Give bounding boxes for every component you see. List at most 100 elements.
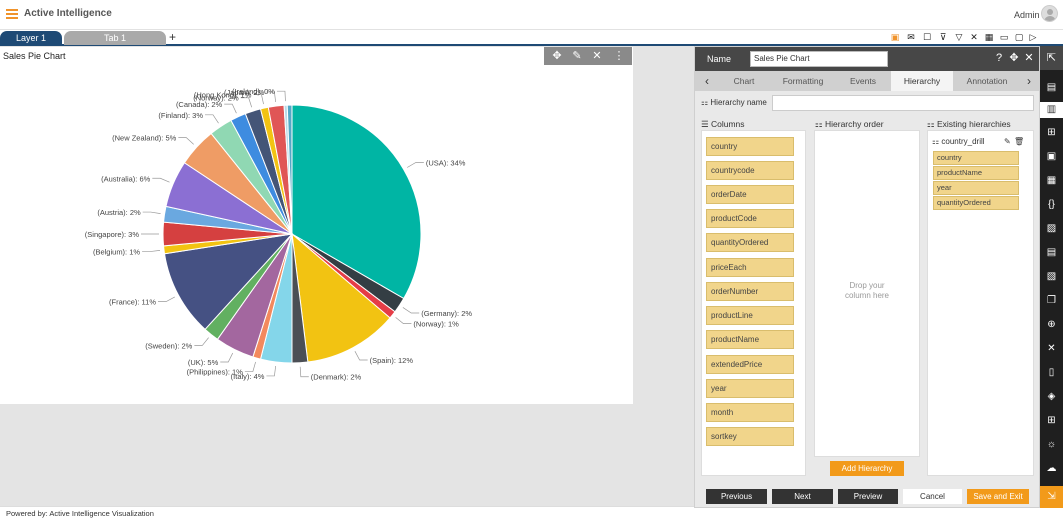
tab-layer-1[interactable]: Layer 1 xyxy=(0,31,62,45)
pie-label-connector xyxy=(299,366,309,378)
hierarchy-name-input[interactable] xyxy=(772,95,1034,111)
name-input[interactable]: Sales Pie Chart xyxy=(750,51,888,67)
pie-slice-label: (Spain): 12% xyxy=(370,356,414,365)
edit-hierarchy-icon[interactable]: ✎ xyxy=(1004,137,1011,146)
add-tab-button[interactable]: + xyxy=(169,30,177,44)
present-icon[interactable]: ▭ xyxy=(999,32,1009,42)
file-icon[interactable]: ▯ xyxy=(1048,367,1055,378)
tab-events[interactable]: Events xyxy=(850,76,876,86)
column-item[interactable]: orderNumber xyxy=(706,282,794,301)
pie-label-connector xyxy=(158,296,175,303)
move-icon[interactable]: ✥ xyxy=(552,50,562,62)
report-icon[interactable]: ▣ xyxy=(1046,151,1057,162)
network-icon[interactable]: ⊕ xyxy=(1047,319,1056,330)
filter-icon[interactable]: ▽ xyxy=(955,32,963,42)
play-icon[interactable]: ▷ xyxy=(1029,32,1037,42)
screen-icon[interactable]: ▢ xyxy=(1014,32,1024,42)
existing-hierarchy-item: quantityOrdered xyxy=(933,196,1019,210)
cancel-button[interactable]: Cancel xyxy=(903,489,962,504)
pie-slice-label: (France): 11% xyxy=(109,298,156,307)
layers-icon[interactable]: ◈ xyxy=(1047,391,1056,402)
tab-chart[interactable]: Chart xyxy=(733,76,755,86)
tab-hierarchy[interactable]: Hierarchy xyxy=(891,71,953,91)
pie-chart: (USA): 34% (Germany): 2% (Norway): 1% (Spai… xyxy=(85,87,473,382)
table-icon[interactable]: ▤ xyxy=(1046,247,1057,258)
chart-panel: (USA): 34% (Germany): 2% (Norway): 1% (Spai… xyxy=(0,47,633,404)
column-item[interactable]: countrycode xyxy=(706,161,794,180)
hierarchy-icon: ⚏ xyxy=(701,98,711,107)
pie-label-connector xyxy=(253,93,264,105)
formula-icon[interactable]: ✕ xyxy=(1047,343,1056,354)
tab-tab-1[interactable]: Tab 1 xyxy=(64,31,166,45)
column-item[interactable]: productLine xyxy=(706,306,794,325)
column-item[interactable]: productCode xyxy=(706,209,794,228)
pie-slice[interactable] xyxy=(163,233,294,331)
pie-slice-label: (USA): 34% xyxy=(426,159,466,168)
editor-header: Name Sales Pie Chart ? ✥ ✕ xyxy=(695,47,1039,71)
column-item[interactable]: extendedPrice xyxy=(706,355,794,374)
pie-slice-label: (Denmark): 2% xyxy=(311,373,362,382)
user-name[interactable]: Admin xyxy=(1014,10,1040,20)
pie-label-connector xyxy=(402,307,420,314)
hierarchy-order-dropzone[interactable]: Drop your column here xyxy=(814,130,920,457)
comment-icon[interactable]: ☐ xyxy=(922,32,932,42)
tree-icon: ⚏ xyxy=(815,119,825,129)
tab-annotation[interactable]: Annotation xyxy=(966,76,1008,86)
preview-button[interactable]: Preview xyxy=(838,489,898,504)
widgets-icon[interactable]: ⊞ xyxy=(1047,415,1056,426)
copy-icon[interactable]: ❐ xyxy=(1047,295,1056,306)
hierarchy-name-label: ⚏ Hierarchy name xyxy=(701,98,767,107)
delete-icon[interactable]: 🗑 xyxy=(1014,137,1025,146)
help-icon[interactable]: ? xyxy=(995,52,1003,64)
mail-icon[interactable]: ✉ xyxy=(907,32,915,42)
settings-icon[interactable]: ✕ xyxy=(592,50,602,62)
chart-icon[interactable]: ▥ xyxy=(1040,102,1063,118)
menu-icon[interactable] xyxy=(6,9,18,19)
code-icon[interactable]: {} xyxy=(1048,199,1055,210)
clear-filter-icon[interactable]: ⊽ xyxy=(939,32,947,42)
editor-tabs: ‹ Chart Formatting Events Hierarchy Anno… xyxy=(695,71,1039,91)
tools-icon[interactable]: ✕ xyxy=(970,32,978,42)
next-button[interactable]: Next xyxy=(772,489,833,504)
upload-icon[interactable]: ☁ xyxy=(1046,463,1057,474)
document-icon[interactable]: ▦ xyxy=(1046,175,1057,186)
column-item[interactable]: orderDate xyxy=(706,185,794,204)
pie-slice[interactable] xyxy=(291,104,422,300)
pie-slice-label: (New Zealand): 5% xyxy=(112,134,177,143)
save-icon[interactable]: ▣ xyxy=(890,32,900,42)
edit-icon[interactable]: ✎ xyxy=(572,50,582,62)
column-item[interactable]: priceEach xyxy=(706,258,794,277)
column-item[interactable]: country xyxy=(706,137,794,156)
dashboard-icon[interactable]: ▤ xyxy=(1046,82,1057,93)
app-title: Active Intelligence xyxy=(24,8,112,19)
tabs-right-arrow[interactable]: › xyxy=(1027,74,1031,88)
grid-icon[interactable]: ▦ xyxy=(984,32,994,42)
close-icon[interactable]: ✕ xyxy=(1024,52,1034,64)
pie-slice[interactable] xyxy=(291,232,391,363)
line-chart-icon[interactable]: ▧ xyxy=(1046,271,1057,282)
column-item[interactable]: quantityOrdered xyxy=(706,233,794,252)
column-item[interactable]: sortkey xyxy=(706,427,794,446)
pie-label-connector xyxy=(240,97,253,108)
tabs-left-arrow[interactable]: ‹ xyxy=(705,74,709,88)
move-panel-icon[interactable]: ✥ xyxy=(1009,52,1019,64)
add-hierarchy-button[interactable]: Add Hierarchy xyxy=(830,461,904,476)
pin-icon[interactable]: ⇱ xyxy=(1040,46,1063,70)
tab-formatting[interactable]: Formatting xyxy=(782,76,824,86)
column-item[interactable]: month xyxy=(706,403,794,422)
pie-slice-label: (Canada): 2% xyxy=(176,100,223,109)
column-item[interactable]: year xyxy=(706,379,794,398)
existing-hierarchy-item: country xyxy=(933,151,1019,165)
previous-button[interactable]: Previous xyxy=(706,489,767,504)
avatar[interactable] xyxy=(1041,5,1058,22)
image-icon[interactable]: ▨ xyxy=(1046,223,1057,234)
save-and-exit-button[interactable]: Save and Exit xyxy=(967,489,1029,504)
pie-slice-label: (Norway): 1% xyxy=(413,320,459,329)
column-item[interactable]: productName xyxy=(706,330,794,349)
pie-slice[interactable] xyxy=(286,104,293,235)
pie-label-connector xyxy=(266,91,277,103)
collapse-icon[interactable]: ⇲ xyxy=(1040,486,1063,508)
datasource-icon[interactable]: ⊞ xyxy=(1047,127,1056,138)
more-icon[interactable]: ⋮ xyxy=(613,50,625,62)
alert-icon[interactable]: ☼ xyxy=(1046,439,1057,450)
